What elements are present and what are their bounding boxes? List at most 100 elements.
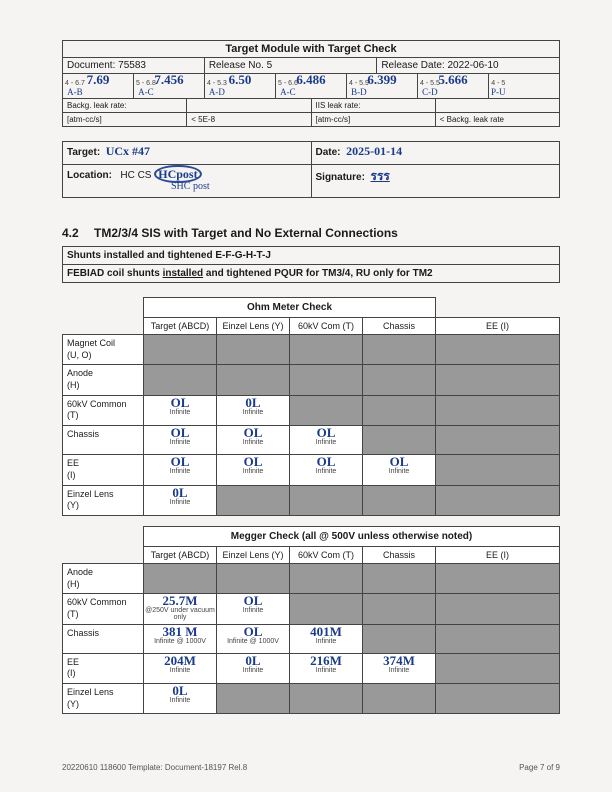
table-cell	[363, 684, 436, 714]
row-header: 60kV Common (T)	[63, 395, 144, 425]
table-cell	[436, 455, 560, 485]
table-cell: 0LInfinite	[217, 653, 290, 683]
row-header: Einzel Lens (Y)	[63, 485, 144, 515]
row-header: Chassis	[63, 426, 144, 455]
table-cell: OLInfinite	[363, 455, 436, 485]
date-hw: 2025-01-14	[346, 144, 402, 158]
table-cell: 381 MInfinite @ 1000V	[144, 624, 217, 653]
shunt-row-1: Shunts installed and tightened E-F-G-H-T…	[63, 247, 559, 265]
table-cell	[217, 335, 290, 365]
table-cell	[436, 395, 560, 425]
loc-below: SHC post	[171, 181, 210, 192]
table-cell	[144, 563, 217, 593]
table-cell	[436, 485, 560, 515]
loc-label: Location:	[67, 170, 112, 181]
table-cell	[363, 485, 436, 515]
table-cell	[363, 426, 436, 455]
table-cell	[363, 563, 436, 593]
table-cell	[290, 335, 363, 365]
col-header: 60kV Com (T)	[290, 546, 363, 563]
leak-row2: [atm-cc/s]< 5E-8[atm-cc/s]< Backg. leak …	[63, 112, 559, 126]
table-cell	[290, 395, 363, 425]
table-cell	[436, 624, 560, 653]
table-cell	[290, 563, 363, 593]
table-cell: 0LInfinite	[144, 684, 217, 714]
table-cell	[217, 485, 290, 515]
col-header: Target (ABCD)	[144, 546, 217, 563]
table-cell	[290, 365, 363, 395]
table-cell	[363, 365, 436, 395]
row-header: Magnet Coil (U, O)	[63, 335, 144, 365]
table-cell: 25.7M@250V under vacuum only	[144, 594, 217, 624]
table-cell: 0LInfinite	[144, 485, 217, 515]
footer-right: Page 7 of 9	[519, 763, 560, 772]
table-cell	[290, 684, 363, 714]
table-cell: OLInfinite	[217, 455, 290, 485]
loc-vals: HC CS	[120, 170, 151, 181]
table-cell	[436, 426, 560, 455]
number-row: 7.694 - 6.7A-B7.4565 - 6.8A-C6.504 - 5.3…	[63, 73, 559, 98]
ohm-table: Ohm Meter Check Target (ABCD)Einzel Lens…	[62, 297, 560, 516]
date-label: Release Date: 2022-06-10	[377, 58, 559, 73]
sig-hw: รรร	[371, 169, 390, 183]
table-cell: OLInfinite	[217, 594, 290, 624]
target-label: Target:	[67, 147, 100, 158]
sec-num: 4.2	[62, 226, 79, 240]
col-header: EE (I)	[436, 546, 560, 563]
footer: 20220610 118600 Template: Document-18197…	[62, 763, 560, 772]
table-cell: 204MInfinite	[144, 653, 217, 683]
table-cell	[290, 485, 363, 515]
row-header: 60kV Common (T)	[63, 594, 144, 624]
target-box: Target: UCx #47 Date: 2025-01-14 Locatio…	[62, 141, 560, 198]
table-cell	[363, 395, 436, 425]
col-header: 60kV Com (T)	[290, 318, 363, 335]
table-cell	[436, 563, 560, 593]
row-header: Chassis	[63, 624, 144, 653]
row-header: Anode (H)	[63, 365, 144, 395]
table-cell	[217, 365, 290, 395]
col-header: Einzel Lens (Y)	[217, 318, 290, 335]
table-cell	[363, 335, 436, 365]
col-header: EE (I)	[436, 318, 560, 335]
ohm-title: Ohm Meter Check	[144, 298, 436, 318]
table-cell	[436, 594, 560, 624]
row-header: Einzel Lens (Y)	[63, 684, 144, 714]
table-cell: 401MInfinite	[290, 624, 363, 653]
date-label2: Date:	[316, 147, 341, 158]
col-header: Target (ABCD)	[144, 318, 217, 335]
sec-name: TM2/3/4 SIS with Target and No External …	[94, 226, 398, 240]
table-cell: OLInfinite @ 1000V	[217, 624, 290, 653]
table-cell	[436, 365, 560, 395]
target-hw: UCx #47	[106, 144, 150, 158]
table-cell: OLInfinite	[290, 455, 363, 485]
table-cell	[436, 653, 560, 683]
table-cell	[217, 684, 290, 714]
table-cell	[217, 563, 290, 593]
table-cell	[436, 335, 560, 365]
table-cell: OLInfinite	[144, 395, 217, 425]
shunt-box: Shunts installed and tightened E-F-G-H-T…	[62, 246, 560, 283]
col-header: Chassis	[363, 318, 436, 335]
table-cell: OLInfinite	[144, 455, 217, 485]
table-cell	[363, 624, 436, 653]
table-cell: 374MInfinite	[363, 653, 436, 683]
doc-label: Document: 75583	[63, 58, 205, 73]
sig-label: Signature:	[316, 172, 365, 183]
row-header: EE (I)	[63, 455, 144, 485]
table-cell: 216MInfinite	[290, 653, 363, 683]
table-cell: OLInfinite	[217, 426, 290, 455]
row-header: Anode (H)	[63, 563, 144, 593]
row-header: EE (I)	[63, 653, 144, 683]
leak-r: IIS leak rate:	[312, 99, 436, 112]
meg-title: Megger Check (all @ 500V unless otherwis…	[144, 526, 560, 546]
section-title: 4.2 TM2/3/4 SIS with Target and No Exter…	[62, 226, 560, 240]
leak-l: Backg. leak rate:	[63, 99, 187, 112]
table-cell: OLInfinite	[290, 426, 363, 455]
header-title: Target Module with Target Check	[63, 41, 559, 58]
footer-left: 20220610 118600 Template: Document-18197…	[62, 763, 247, 772]
table-cell	[363, 594, 436, 624]
table-cell	[144, 365, 217, 395]
table-cell: OLInfinite	[144, 426, 217, 455]
table-cell	[436, 684, 560, 714]
col-header: Einzel Lens (Y)	[217, 546, 290, 563]
